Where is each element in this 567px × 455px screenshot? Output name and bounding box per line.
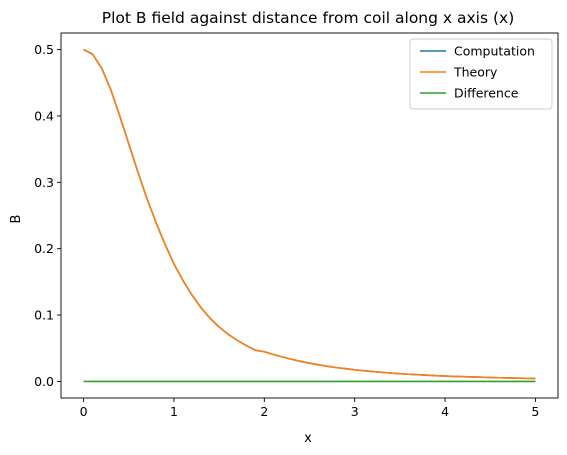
x-tick-label: 2	[260, 404, 268, 419]
legend-label-theory: Theory	[453, 65, 498, 80]
y-tick-label: 0.4	[34, 108, 54, 123]
x-tick-label: 5	[531, 404, 539, 419]
plot-frame	[60, 32, 559, 399]
y-tick-label: 0.0	[34, 374, 54, 389]
legend-label-computation: Computation	[454, 44, 535, 59]
y-axis-label: B	[9, 215, 24, 224]
series-line-theory	[83, 48, 536, 380]
chart-title: Plot B field against distance from coil …	[102, 9, 515, 27]
y-tick-label: 0.3	[34, 175, 54, 190]
y-tick-label: 0.5	[34, 42, 54, 57]
x-tick-label: 4	[441, 404, 449, 419]
legend: Computation Theory Difference	[409, 38, 553, 110]
legend-box	[409, 38, 553, 110]
x-axis-label: x	[304, 431, 312, 446]
x-tick-label: 3	[351, 404, 359, 419]
x-tick-label: 1	[170, 404, 178, 419]
x-tick-label: 0	[80, 404, 88, 419]
y-tick-label: 0.2	[34, 241, 54, 256]
y-tick-label: 0.1	[34, 308, 54, 323]
legend-label-difference: Difference	[454, 86, 519, 101]
plot-area: 0 1 2 3 4 5 0.0 0.1 0.2 0.3 0.4 0.5	[34, 32, 559, 419]
